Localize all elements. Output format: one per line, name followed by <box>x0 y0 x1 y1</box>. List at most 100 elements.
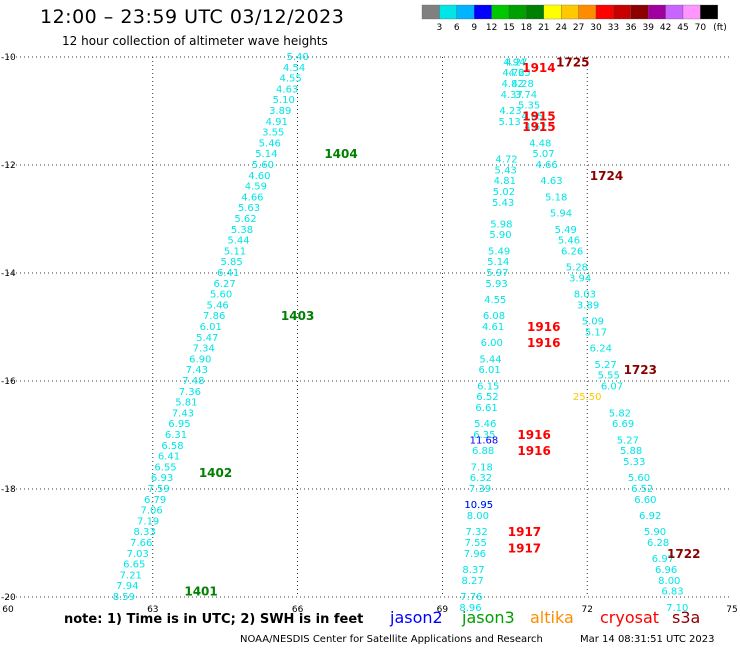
wave-height-point: 7.18 <box>471 462 493 473</box>
units-note: note: 1) Time is in UTC; 2) SWH is in fe… <box>64 612 364 627</box>
legend-tick: 21 <box>538 23 549 33</box>
wave-height-point: 5.46 <box>207 300 229 311</box>
pass-time-label: 1916 <box>517 444 550 458</box>
wave-height-point: 25.50 <box>573 392 602 403</box>
wave-height-point: 5.44 <box>479 354 501 365</box>
wave-height-point: 7.43 <box>186 365 208 376</box>
wave-height-point: 5.55 <box>598 371 620 382</box>
wave-height-point: 6.15 <box>477 381 499 392</box>
pass-time-label: 1915 <box>522 120 555 134</box>
wave-height-point: 8.00 <box>658 576 680 587</box>
wave-height-point: 5.98 <box>490 219 512 230</box>
wave-height-point: 3.89 <box>269 106 291 117</box>
wave-height-point: 5.49 <box>488 246 510 257</box>
wave-height-point: 8.03 <box>574 290 596 301</box>
legend-tick: 12 <box>486 23 497 33</box>
wave-height-point: 5.38 <box>231 225 253 236</box>
y-tick-label: -16 <box>1 377 16 387</box>
pass-time-label: 1916 <box>527 320 560 334</box>
wave-height-point: 7.86 <box>203 311 225 322</box>
wave-height-point: 5.90 <box>489 230 511 241</box>
wave-height-point: 6.01 <box>478 365 500 376</box>
wave-height-point: 4.54 <box>283 63 305 74</box>
wave-height-point: 6.28 <box>647 538 669 549</box>
legend-tick: 27 <box>573 23 584 33</box>
satellite-name: cryosat <box>600 608 660 627</box>
wave-height-point: 5.09 <box>582 317 604 328</box>
wave-height-point: 4.65 <box>508 68 530 79</box>
wave-height-point: 4.82 <box>501 79 523 90</box>
wave-height-point: 6.41 <box>158 452 180 463</box>
wave-height-point: 8.27 <box>462 576 484 587</box>
wave-height-point: 4.59 <box>245 182 267 193</box>
wave-height-point: 4.55 <box>484 295 506 306</box>
wave-height-point: 6.96 <box>655 565 677 576</box>
pass-time-label: 1401 <box>184 585 217 599</box>
legend-swatch <box>700 4 718 20</box>
wave-height-point: 10.95 <box>464 500 493 511</box>
wave-height-point: 7.06 <box>141 506 163 517</box>
legend-tick: 42 <box>660 23 671 33</box>
wave-height-point: 5.35 <box>518 101 540 112</box>
wave-height-color-legend: 3 6 9 12 15 18 21 24 27 30 33 36 39 42 45 70 (ft) <box>421 4 727 33</box>
wave-height-point: 5.27 <box>594 360 616 371</box>
wave-height-point: 6.52 <box>476 392 498 403</box>
wave-height-point: 6.83 <box>661 587 683 598</box>
wave-height-point: 6.69 <box>612 419 634 430</box>
wave-height-point: 6.35 <box>473 430 495 441</box>
x-tick-label: 69 <box>437 605 449 615</box>
legend-tick: 33 <box>608 23 619 33</box>
wave-height-point: 3.55 <box>262 128 284 139</box>
pass-time-label: 1403 <box>281 309 314 323</box>
x-tick-label: 75 <box>726 605 737 615</box>
wave-height-point: 4.60 <box>248 171 270 182</box>
wave-height-point: 6.07 <box>601 381 623 392</box>
wave-height-point: 5.60 <box>210 290 232 301</box>
generated-timestamp: Mar 14 08:31:51 UTC 2023 <box>580 634 715 645</box>
wave-height-point: 5.94 <box>550 209 572 220</box>
wave-height-point: 5.46 <box>259 138 281 149</box>
wave-height-point: 5.88 <box>620 446 642 457</box>
wave-height-point: 7.59 <box>147 484 169 495</box>
wave-height-point: 6.27 <box>213 279 235 290</box>
legend-tick: 15 <box>503 23 514 33</box>
x-tick-label: 63 <box>147 605 158 615</box>
y-tick-label: -10 <box>1 53 16 63</box>
credit-text: NOAA/NESDIS Center for Satellite Applica… <box>240 634 543 645</box>
pass-time-label: 1917 <box>508 525 541 539</box>
legend-tick: 3 <box>437 23 443 33</box>
map-subtitle: 12 hour collection of altimeter wave hei… <box>62 34 328 48</box>
pass-time-label: 1915 <box>522 109 555 123</box>
wave-height-point: 6.41 <box>217 268 239 279</box>
satellite-name: altika <box>530 608 574 627</box>
legend-tick: 6 <box>454 23 460 33</box>
wave-height-point: 5.46 <box>474 419 496 430</box>
wave-height-point: 4.23 <box>499 106 521 117</box>
legend-tick: 30 <box>590 23 602 33</box>
pass-time-label: 1402 <box>199 466 232 480</box>
wave-height-point: 7.10 <box>666 603 688 614</box>
wave-height-point: 4.81 <box>494 176 516 187</box>
satellite-name: jason2 <box>390 608 443 627</box>
wave-height-point: 5.85 <box>220 257 242 268</box>
wave-height-point: 8.33 <box>134 527 156 538</box>
wave-height-point: 4.72 <box>502 68 524 79</box>
wave-height-point: 5.18 <box>545 192 567 203</box>
wave-height-point: 8.37 <box>462 565 484 576</box>
wave-height-point: 6.32 <box>470 473 492 484</box>
wave-height-point: 4.62 <box>524 122 546 133</box>
wave-height-point: 4.61 <box>482 322 504 333</box>
wave-height-point: 4.63 <box>540 176 562 187</box>
x-tick-label: 72 <box>581 605 592 615</box>
y-tick-label: -12 <box>1 161 16 171</box>
wave-height-point: 5.90 <box>644 527 666 538</box>
wave-height-point: 6.93 <box>151 473 173 484</box>
wave-height-point: 4.94 <box>503 57 525 68</box>
wave-height-point: 4.91 <box>266 117 288 128</box>
wave-height-point: 7.96 <box>464 549 486 560</box>
wave-height-point: 4.72 <box>495 155 517 166</box>
wave-height-point: 6.31 <box>165 430 187 441</box>
wave-height-point: 6.61 <box>475 403 497 414</box>
wave-height-point: 6.88 <box>472 446 494 457</box>
